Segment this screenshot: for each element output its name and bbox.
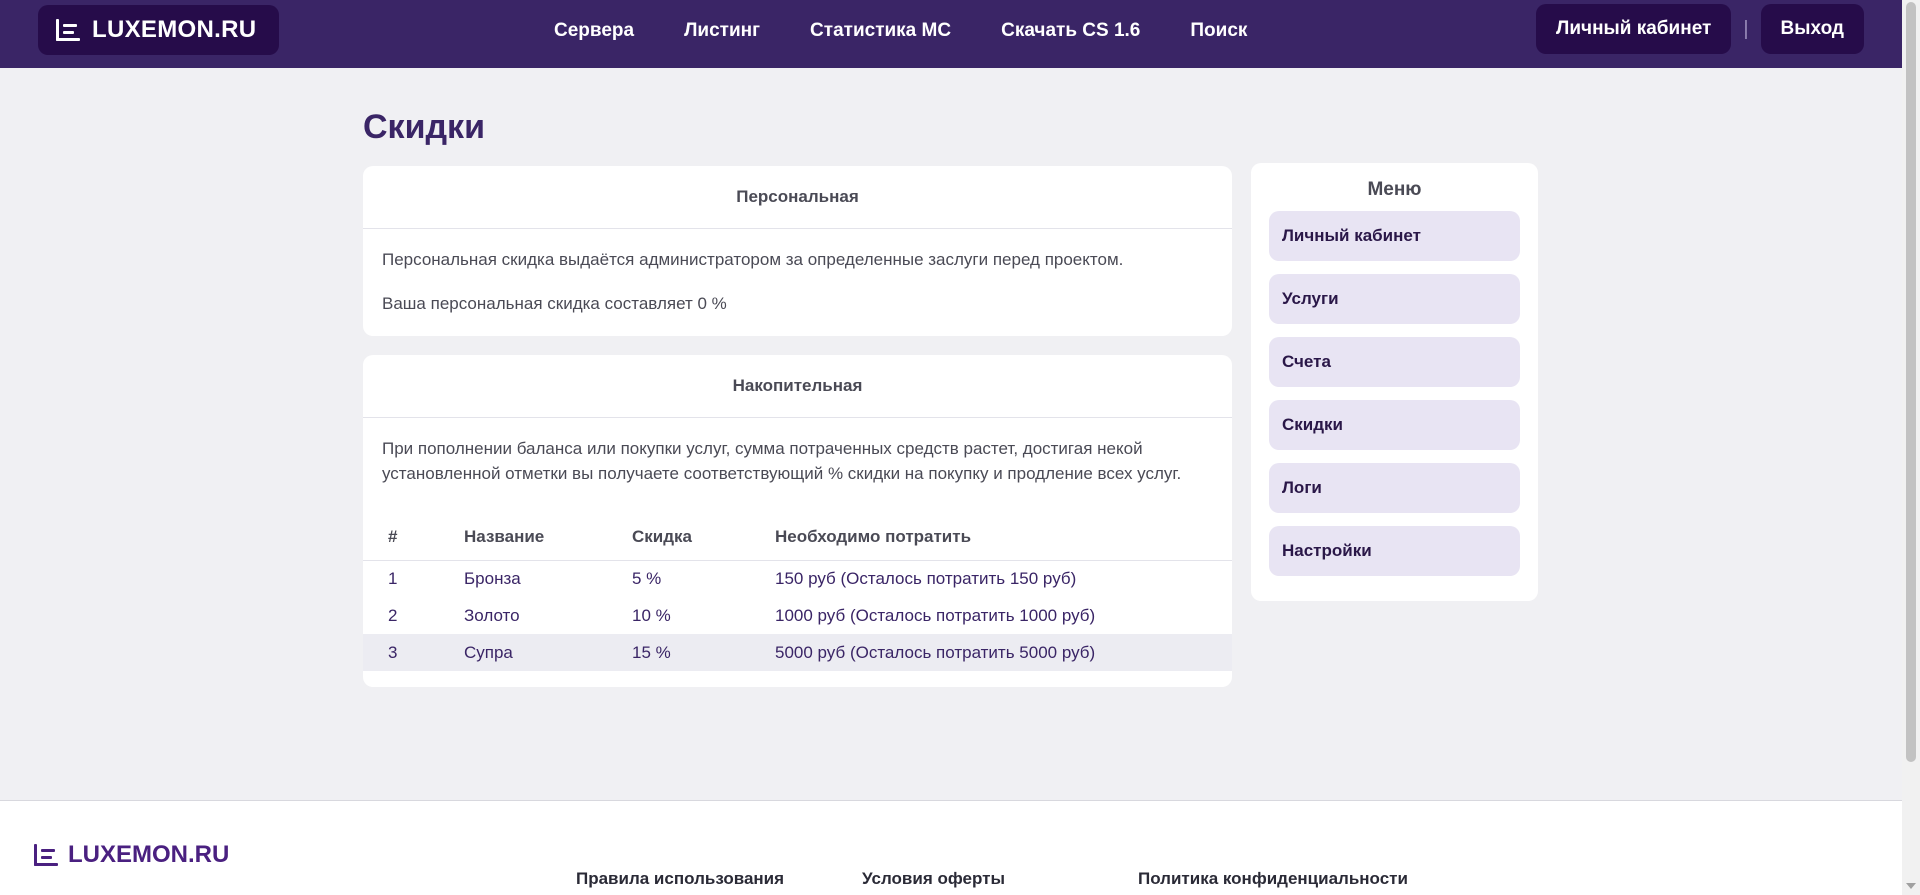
page-title: Скидки xyxy=(363,108,485,146)
cumulative-discount-card: Накопительная При пополнении баланса или… xyxy=(363,355,1232,687)
col-name: Название xyxy=(464,508,632,561)
col-discount: Скидка xyxy=(632,508,775,561)
footer-link-rules[interactable]: Правила использования xyxy=(576,869,785,888)
header-separator: | xyxy=(1743,17,1749,40)
table-row: 3 Супра 15 % 5000 руб (Осталось потратит… xyxy=(363,634,1232,671)
row-required: 5000 руб (Осталось потратить 5000 руб) xyxy=(775,634,1232,671)
top-header: LUXEMON.RU Сервера Листинг Статистика МС… xyxy=(0,0,1902,68)
scroll-down-arrow-icon[interactable] xyxy=(1906,883,1916,889)
table-header-row: # Название Скидка Необходимо потратить xyxy=(363,508,1232,561)
logo-link[interactable]: LUXEMON.RU xyxy=(38,5,279,55)
personal-description: Персональная скидка выдаётся администрат… xyxy=(382,250,1124,269)
logo-icon xyxy=(56,19,80,41)
table-row: 2 Золото 10 % 1000 руб (Осталось потрати… xyxy=(363,597,1232,634)
row-name: Супра xyxy=(464,634,632,671)
main-nav: Сервера Листинг Статистика МС Скачать CS… xyxy=(554,0,1247,62)
page-scrollbar[interactable] xyxy=(1902,0,1920,895)
row-discount: 15 % xyxy=(632,634,775,671)
menu-item-logs[interactable]: Логи xyxy=(1269,463,1520,513)
personal-heading: Персональная xyxy=(363,166,1232,229)
logout-button[interactable]: Выход xyxy=(1760,4,1864,54)
table-row: 1 Бронза 5 % 150 руб (Осталось потратить… xyxy=(363,560,1232,597)
page-footer: LUXEMON.RU Правила использования Условия… xyxy=(0,800,1902,895)
cumulative-description: При пополнении баланса или покупки услуг… xyxy=(382,439,1182,483)
nav-download-cs[interactable]: Скачать CS 1.6 xyxy=(1001,20,1141,41)
header-account: Личный кабинет | Выход xyxy=(1536,4,1864,54)
nav-servers[interactable]: Сервера xyxy=(554,20,635,41)
menu-item-invoices[interactable]: Счета xyxy=(1269,337,1520,387)
row-name: Бронза xyxy=(464,568,521,588)
scrollbar-thumb[interactable] xyxy=(1906,2,1916,762)
row-discount: 10 % xyxy=(632,605,671,625)
row-number: 3 xyxy=(363,634,464,671)
row-discount: 5 % xyxy=(632,568,662,588)
row-required: 1000 руб (Осталось потратить 1000 руб) xyxy=(775,605,1096,625)
menu-title: Меню xyxy=(1367,179,1422,200)
footer-link-privacy[interactable]: Политика конфиденциальности xyxy=(1138,869,1408,888)
menu-item-settings[interactable]: Настройки xyxy=(1269,526,1520,576)
discount-levels-table: # Название Скидка Необходимо потратить 1… xyxy=(363,508,1232,671)
cumulative-heading: Накопительная xyxy=(363,355,1232,418)
row-required: 150 руб (Осталось потратить 150 руб) xyxy=(775,568,1077,588)
col-number: # xyxy=(363,508,464,561)
nav-listing[interactable]: Листинг xyxy=(684,20,761,41)
row-number: 2 xyxy=(388,605,398,625)
col-required: Необходимо потратить xyxy=(775,508,1232,561)
account-button[interactable]: Личный кабинет xyxy=(1536,4,1732,54)
logo-text: LUXEMON.RU xyxy=(92,16,257,43)
footer-logo-icon xyxy=(34,844,58,866)
row-number: 1 xyxy=(388,568,398,588)
menu-item-account[interactable]: Личный кабинет xyxy=(1269,211,1520,261)
nav-stats[interactable]: Статистика МС xyxy=(810,20,952,41)
menu-item-discounts[interactable]: Скидки xyxy=(1269,400,1520,450)
nav-search[interactable]: Поиск xyxy=(1190,20,1248,41)
personal-current-value: Ваша персональная скидка составляет 0 % xyxy=(382,294,727,313)
footer-logo[interactable]: LUXEMON.RU xyxy=(34,841,229,869)
account-menu: Меню Личный кабинет Услуги Счета Скидки … xyxy=(1251,163,1538,601)
footer-link-offer[interactable]: Условия оферты xyxy=(862,869,1005,888)
personal-discount-card: Персональная Персональная скидка выдаётс… xyxy=(363,166,1232,336)
footer-links: Правила использования Условия оферты Пол… xyxy=(576,869,1408,889)
row-name: Золото xyxy=(464,605,520,625)
footer-logo-text: LUXEMON.RU xyxy=(68,841,230,868)
menu-item-services[interactable]: Услуги xyxy=(1269,274,1520,324)
